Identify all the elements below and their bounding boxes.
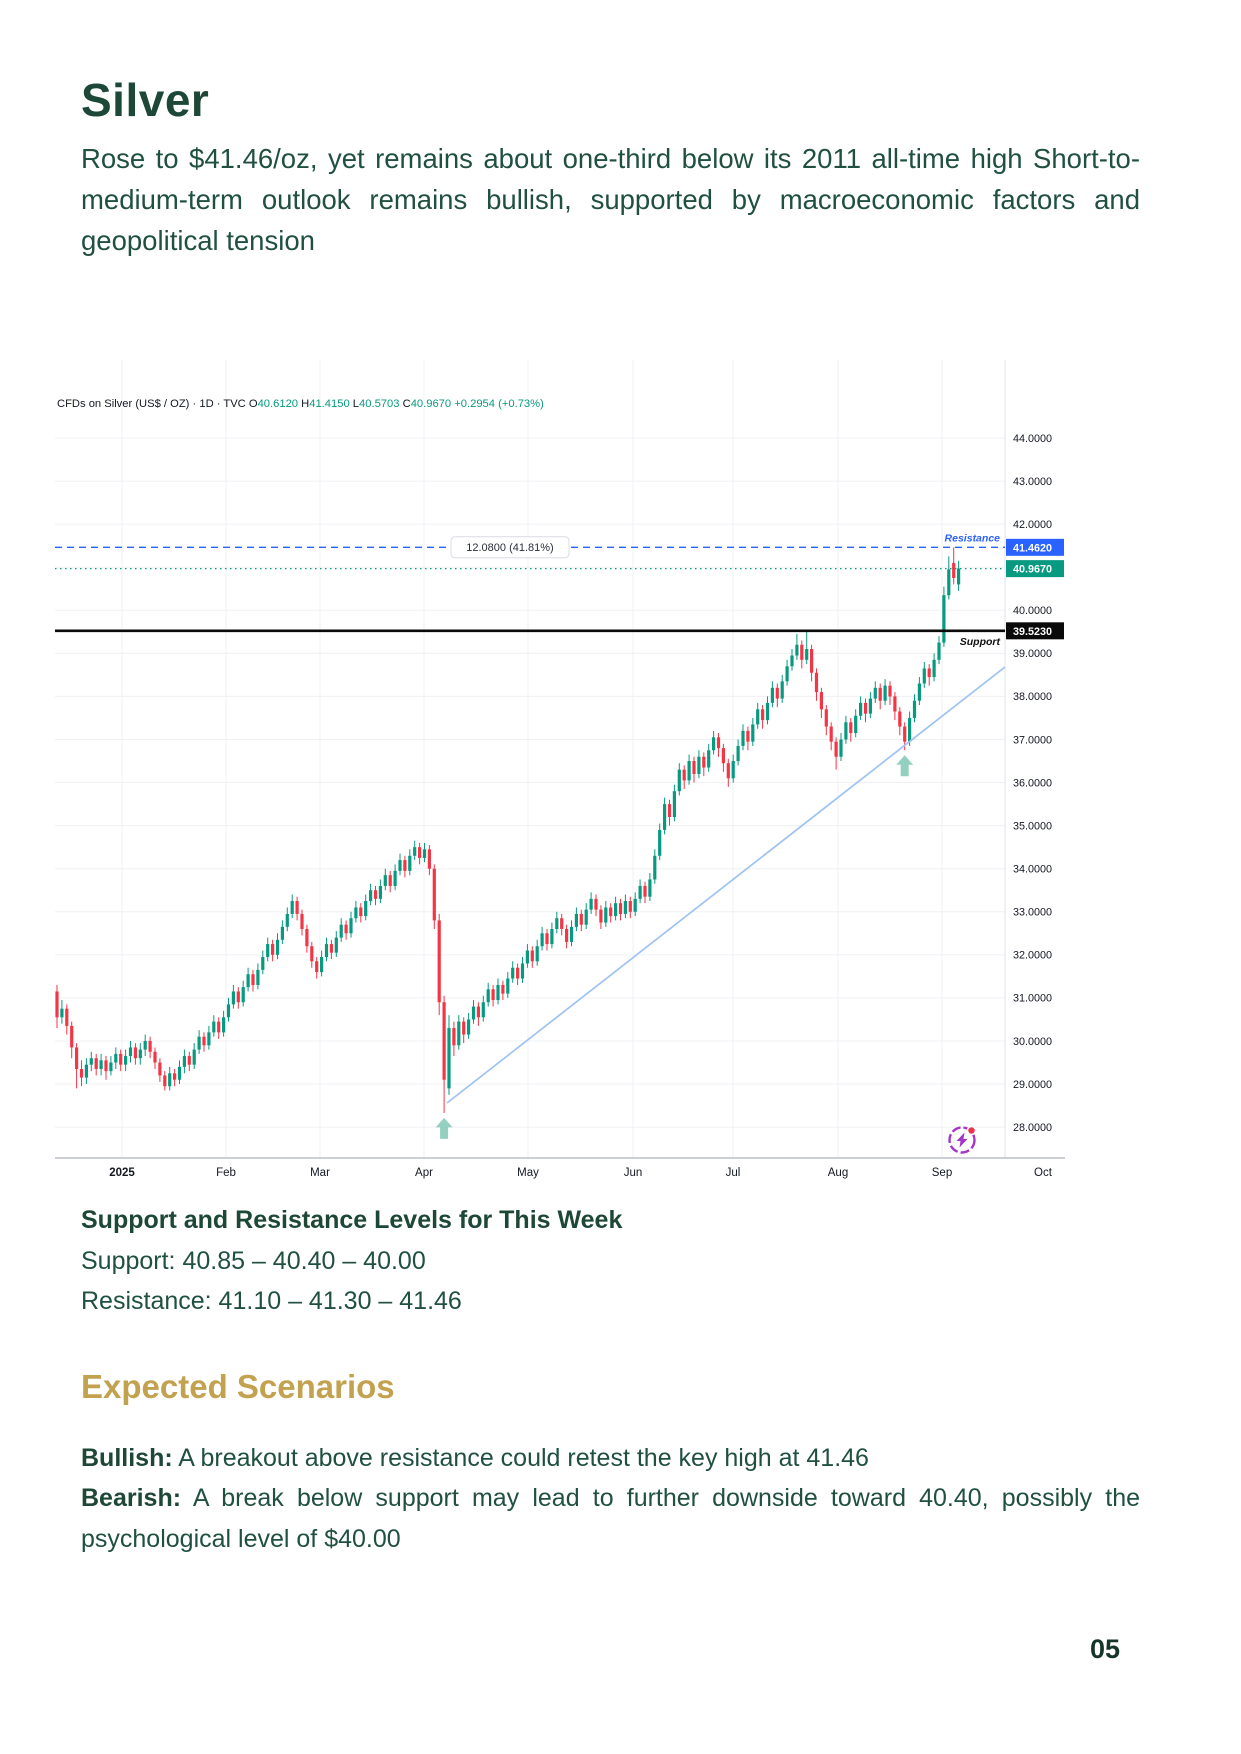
svg-text:43.0000: 43.0000 [1013,476,1052,488]
svg-text:40.9670: 40.9670 [1013,564,1052,576]
svg-text:Aug: Aug [828,1167,848,1179]
svg-text:32.0000: 32.0000 [1013,950,1052,962]
svg-text:Sep: Sep [932,1167,952,1179]
bullish-label: Bullish: [81,1444,173,1472]
svg-text:31.0000: 31.0000 [1013,993,1052,1005]
support-levels: Support: 40.85 – 40.40 – 40.00 [81,1246,426,1275]
svg-text:Mar: Mar [310,1167,330,1179]
svg-text:39.5230: 39.5230 [1013,626,1052,638]
price-chart-svg: 12.0800 (41.81%) Resistance Support 41.4620… [55,360,1065,1179]
svg-text:Feb: Feb [216,1167,236,1179]
svg-text:30.0000: 30.0000 [1013,1036,1052,1048]
chart-legend: CFDs on Silver (US$ / OZ) · 1D · TVC O40… [57,398,544,410]
intro-paragraph: Rose to $41.46/oz, yet remains about one… [81,143,1140,256]
svg-text:35.0000: 35.0000 [1013,820,1052,832]
bearish-scenario: Bearish: A break below support may lead … [81,1478,1140,1559]
svg-text:Apr: Apr [415,1167,433,1179]
bullish-text: A breakout above resistance could retest… [172,1444,869,1472]
price-chart: 12.0800 (41.81%) Resistance Support 41.4620… [55,360,1065,1188]
svg-text:Oct: Oct [1034,1167,1053,1179]
svg-text:Jun: Jun [624,1167,643,1179]
svg-text:36.0000: 36.0000 [1013,777,1052,789]
svg-text:28.0000: 28.0000 [1013,1122,1052,1134]
page-title: Silver [81,73,210,126]
scenarios-heading: Expected Scenarios [81,1368,395,1405]
svg-text:41.4620: 41.4620 [1013,542,1052,554]
svg-text:33.0000: 33.0000 [1013,907,1052,919]
svg-text:40.0000: 40.0000 [1013,605,1052,617]
svg-text:29.0000: 29.0000 [1013,1079,1052,1091]
bearish-label: Bearish: [81,1484,182,1512]
resistance-levels: Resistance: 41.10 – 41.30 – 41.46 [81,1287,462,1315]
svg-text:44.0000: 44.0000 [1013,433,1052,445]
svg-text:38.0000: 38.0000 [1013,691,1052,703]
svg-text:42.0000: 42.0000 [1013,519,1052,531]
bullish-scenario: Bullish: A breakout above resistance cou… [81,1438,1140,1479]
page-number: 05 [1090,1634,1121,1664]
svg-text:34.0000: 34.0000 [1013,864,1052,876]
svg-text:12.0800 (41.81%): 12.0800 (41.81%) [466,542,553,554]
svg-text:39.0000: 39.0000 [1013,648,1052,660]
levels-heading: Support and Resistance Levels for This W… [81,1206,623,1234]
svg-text:May: May [517,1167,539,1179]
svg-text:2025: 2025 [109,1167,135,1179]
levels-section: Support and Resistance Levels for This W… [81,1200,981,1322]
bearish-text: A break below support may lead to furthe… [81,1484,1140,1553]
svg-text:Jul: Jul [726,1167,741,1179]
svg-text:Resistance: Resistance [945,532,1001,544]
svg-text:37.0000: 37.0000 [1013,734,1052,746]
svg-text:Support: Support [960,636,1001,648]
